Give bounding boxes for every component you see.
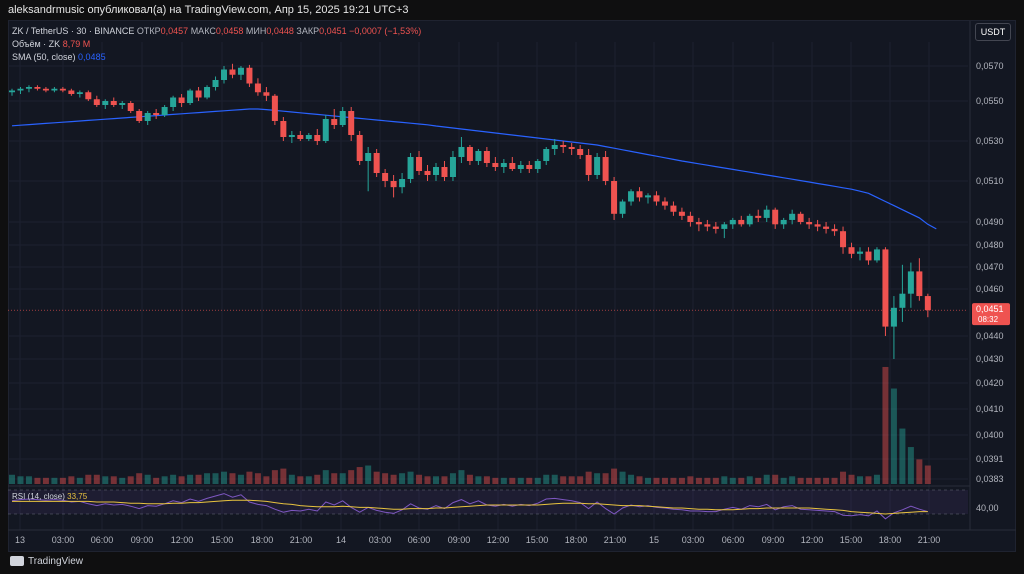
legend-volume: 8,79 M [62,39,91,49]
legend-sma-label: SMA (50, close) [12,52,76,62]
publish-caption-bar: aleksandrmusic опубликовал(а) на Trading… [0,0,1024,20]
currency-button[interactable]: USDT [975,23,1011,41]
legend-rsi: 33,75 [67,492,88,501]
legend-change: −0,0007 (−1,53%) [349,26,422,36]
legend-open-label: ОТКР [136,26,161,36]
legend-volume-label: Объём · ZK [12,39,61,49]
publish-caption: aleksandrmusic опубликовал(а) на Trading… [8,4,409,16]
legend-symbol[interactable]: ZK / TetherUS · 30 · BINANCE [12,26,135,36]
legend-close-label: ЗАКР [296,26,320,36]
tradingview-logo[interactable]: TradingView [10,556,83,567]
chart-pane[interactable] [8,20,1016,552]
legend-row-sma[interactable]: SMA (50, close) 0,0485 [12,52,106,62]
legend-sma: 0,0485 [78,52,106,62]
legend-row-volume[interactable]: Объём · ZK 8,79 M [12,39,90,49]
legend-close: 0,0451 [319,26,347,36]
tradingview-brand: TradingView [28,556,84,567]
legend-rsi-label: RSI (14, close) [12,492,65,501]
footer-bar [0,552,1024,574]
legend-high-label: МАКС [190,26,216,36]
legend-low: 0,0448 [266,26,294,36]
legend-high: 0,0458 [215,26,244,36]
legend-open: 0,0457 [160,26,189,36]
legend-row-symbol: ZK / TetherUS · 30 · BINANCE ОТКР0,0457 … [12,26,421,36]
legend-low-label: МИН [245,26,267,36]
tradingview-logo-icon [10,556,24,567]
legend-row-rsi[interactable]: RSI (14, close) 33,75 [12,492,87,501]
